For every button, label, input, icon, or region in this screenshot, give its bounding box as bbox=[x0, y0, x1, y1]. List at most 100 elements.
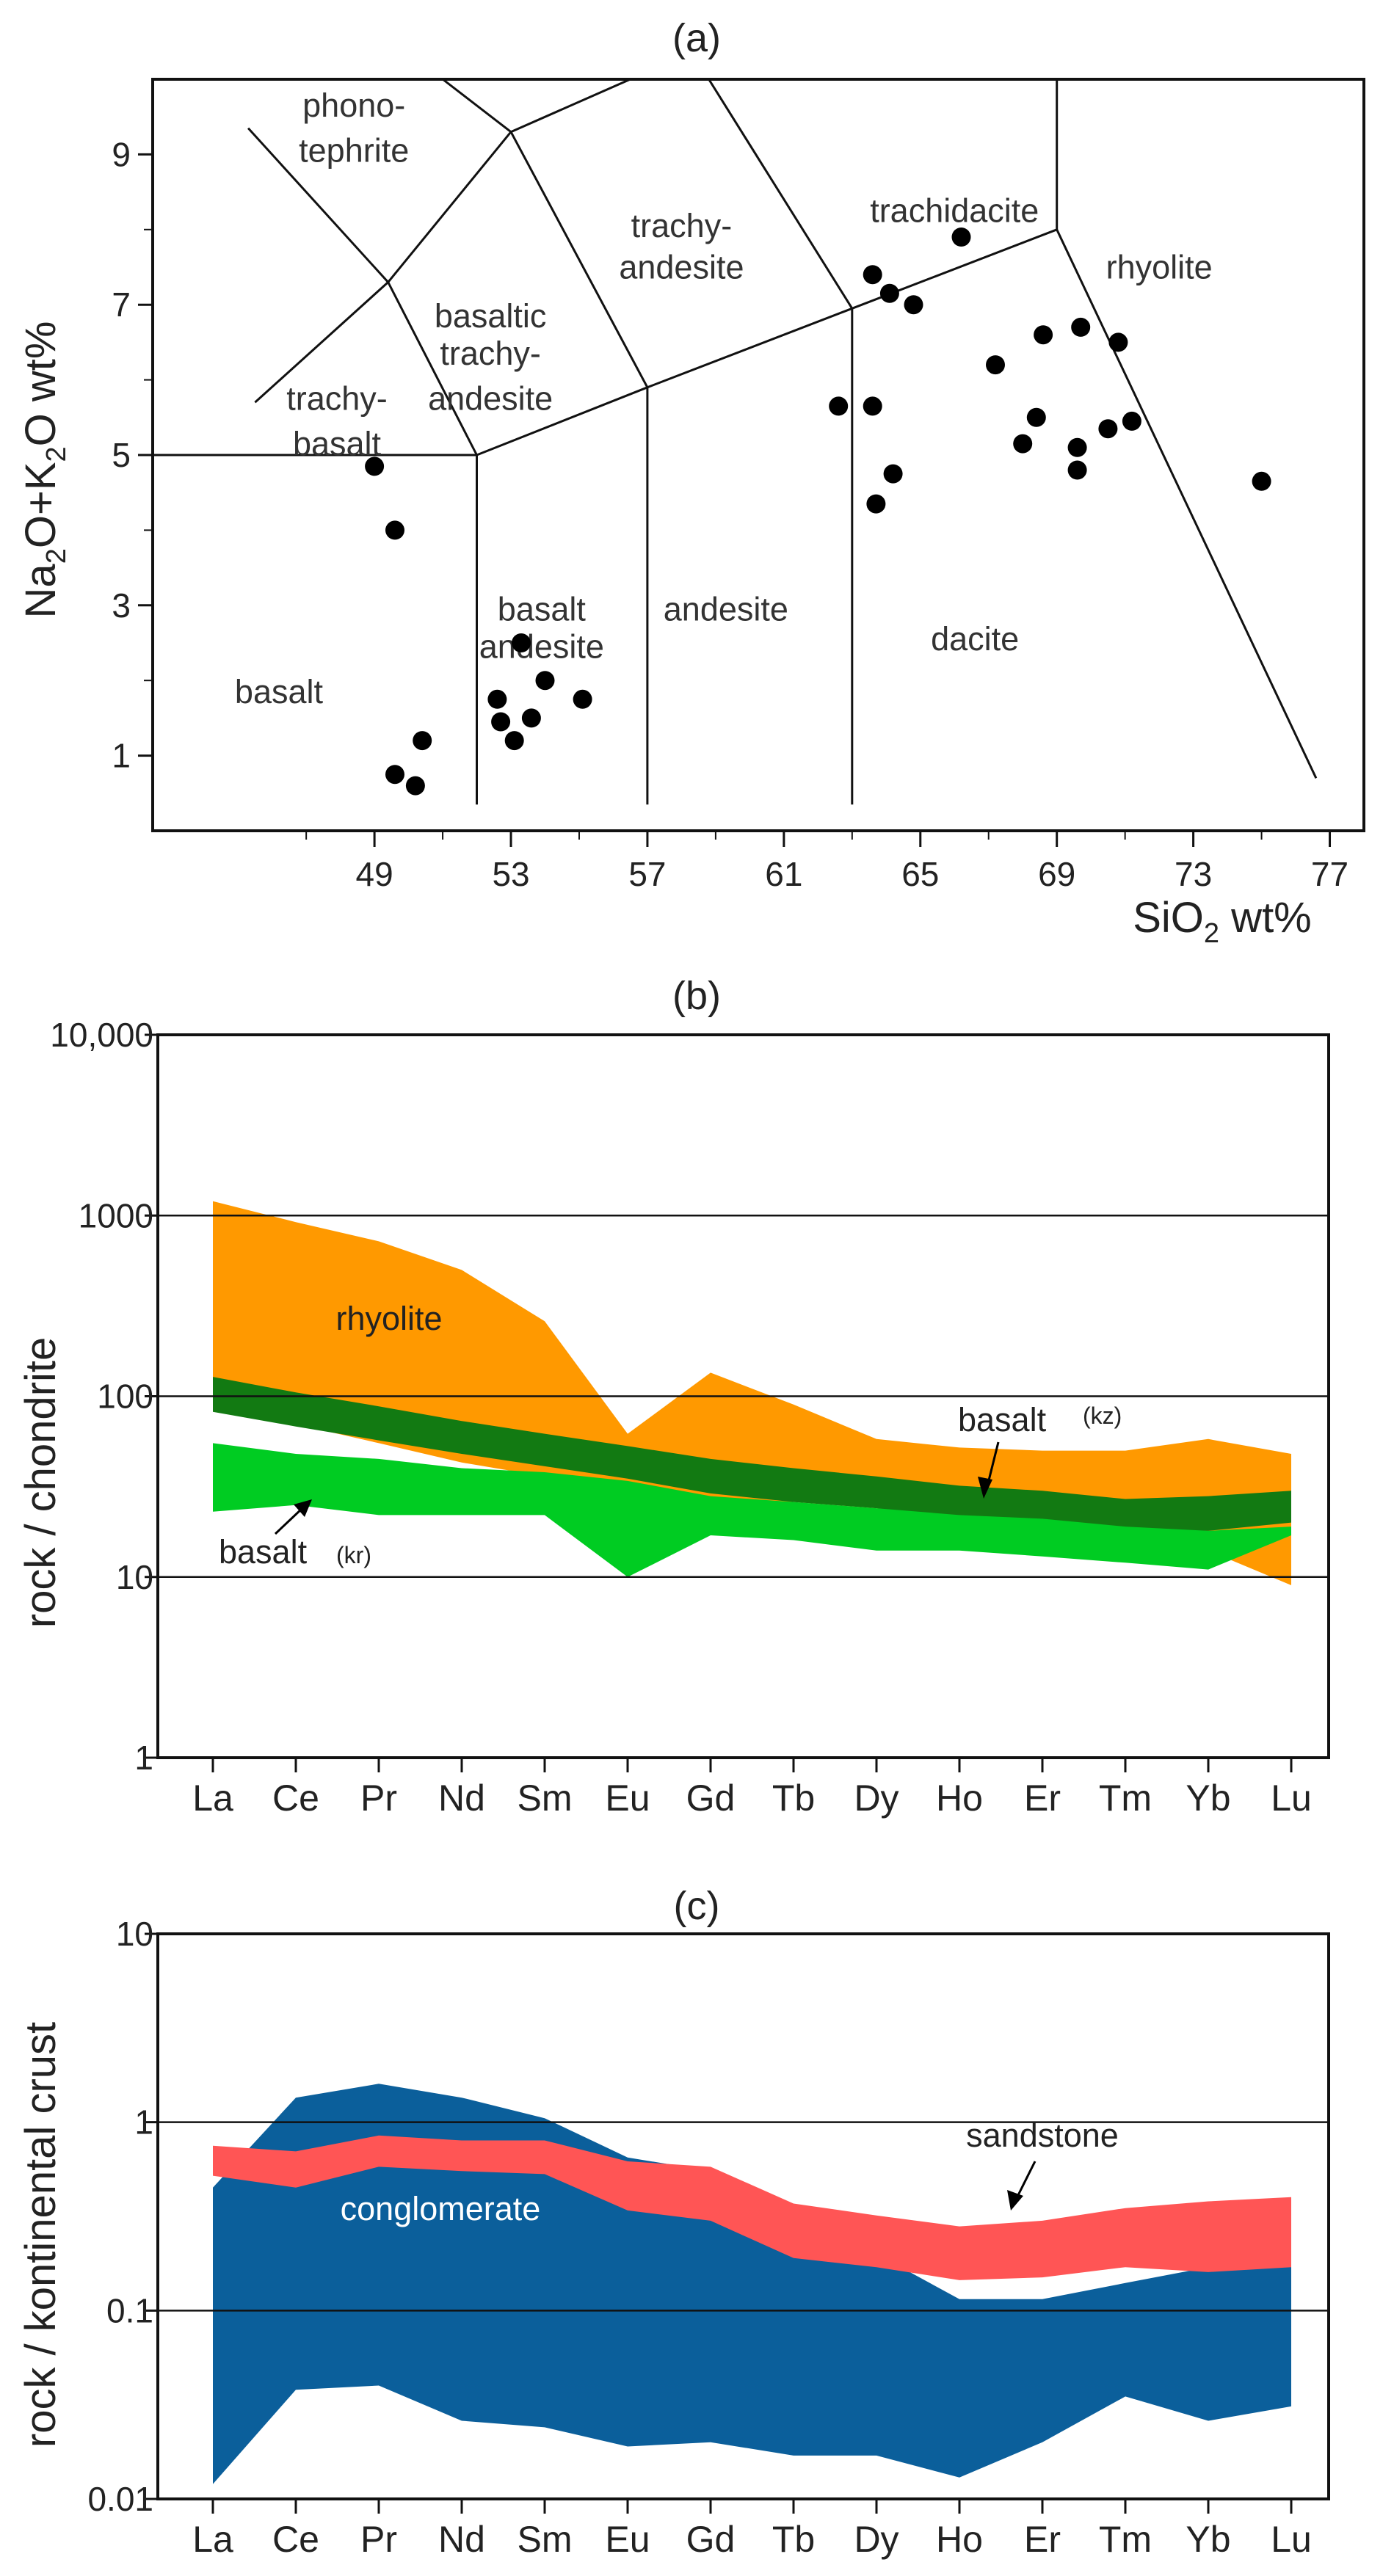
band-basalt-kz bbox=[213, 1377, 1291, 1531]
x-tick-label: 57 bbox=[628, 855, 666, 893]
label-sandstone: sandstone bbox=[966, 2117, 1119, 2154]
tas-boundary-line bbox=[387, 78, 631, 283]
y-tick-label: 1 bbox=[134, 1739, 153, 1777]
y-tick-label: 1000 bbox=[79, 1196, 153, 1234]
x-tick-label: Dy bbox=[854, 1778, 899, 1819]
tas-field-label: basalt bbox=[235, 673, 324, 710]
sample-point bbox=[487, 689, 507, 709]
tas-field-labels: phono-tephritebasaltictrachy-andesitetra… bbox=[235, 87, 1213, 710]
arrow-sandstone bbox=[1015, 2161, 1037, 2199]
tas-field-label: trachy- bbox=[631, 207, 733, 244]
x-tick-label: 77 bbox=[1311, 855, 1348, 893]
arrowhead-basalt-kz bbox=[978, 1477, 992, 1499]
sample-point bbox=[863, 396, 882, 416]
x-tick-label: Lu bbox=[1271, 1778, 1312, 1819]
sample-point bbox=[405, 776, 425, 796]
panel-c-title: (c) bbox=[674, 1884, 720, 1928]
sample-point bbox=[1026, 407, 1046, 427]
sample-point bbox=[413, 731, 432, 751]
sample-point bbox=[883, 464, 903, 484]
y-tick-label: 100 bbox=[97, 1378, 153, 1416]
arrowhead-sandstone bbox=[1007, 2190, 1023, 2211]
y-tick-label: 5 bbox=[112, 436, 131, 474]
y-tick-label: 10 bbox=[116, 1915, 153, 1953]
sample-point bbox=[1034, 325, 1053, 345]
x-tick-label: Pr bbox=[360, 2519, 397, 2560]
sample-point bbox=[879, 283, 899, 303]
x-tick-label: Eu bbox=[605, 2519, 650, 2560]
y-tick-label: 10,000 bbox=[50, 1016, 153, 1054]
label-basalt-kz: basalt bbox=[958, 1401, 1047, 1438]
panel-a-y-axis-label: Na2O+K2O wt% bbox=[17, 321, 72, 619]
tas-field-label: phono- bbox=[302, 87, 405, 124]
label-conglomerate: conglomerate bbox=[341, 2190, 541, 2227]
tas-boundary-line bbox=[442, 78, 512, 133]
x-tick-label: Eu bbox=[605, 1778, 650, 1819]
x-tick-label: 49 bbox=[356, 855, 393, 893]
x-tick-label: 69 bbox=[1038, 855, 1075, 893]
y-tick-label: 0.01 bbox=[87, 2480, 153, 2518]
sample-point bbox=[385, 520, 404, 540]
tas-field-label: andesite bbox=[664, 590, 788, 627]
y-tick-label: 9 bbox=[112, 135, 131, 173]
y-tick-label: 1 bbox=[112, 737, 131, 775]
sample-point bbox=[1122, 411, 1141, 431]
panel-b-ree-chondrite: (b) rock / chondrite 1 10 100 1000 10,000 La C… bbox=[17, 974, 1330, 1819]
panel-a-title: (a) bbox=[672, 16, 721, 60]
tas-field-label: dacite bbox=[931, 620, 1019, 658]
x-tick-label: Gd bbox=[686, 2519, 736, 2560]
x-tick-label: Yb bbox=[1186, 1778, 1230, 1819]
band-rhyolite bbox=[213, 1201, 1291, 1585]
tas-boundary-line bbox=[153, 454, 478, 805]
panel-b-plot: 1 10 100 1000 10,000 La Ce Pr Nd Sm Eu Gd Tb Dy Ho Er Tm… bbox=[50, 1016, 1330, 1819]
sample-point bbox=[521, 708, 541, 728]
x-tick-label: Tm bbox=[1099, 1778, 1152, 1819]
panel-a-tas-diagram: (a) phono-tephritebasaltictrachy-andesit… bbox=[17, 16, 1365, 949]
x-tick-label: La bbox=[192, 1778, 233, 1819]
tas-field-label: basalt bbox=[498, 590, 587, 627]
tas-field-label: andesite bbox=[479, 627, 604, 665]
x-tick-label: Ho bbox=[936, 1778, 983, 1819]
x-tick-label: Pr bbox=[360, 1778, 397, 1819]
panel-c-ree-continental-crust: (c) rock / kontinental crust 0.01 0.1 1 10 L… bbox=[17, 1884, 1330, 2560]
sample-point bbox=[365, 456, 385, 476]
x-tick-label: 53 bbox=[492, 855, 529, 893]
sample-point bbox=[1098, 419, 1118, 439]
y-tick-label: 7 bbox=[112, 285, 131, 324]
sample-point bbox=[491, 712, 511, 732]
sample-point bbox=[573, 689, 592, 709]
sample-point bbox=[1013, 434, 1033, 454]
sample-point bbox=[904, 295, 923, 315]
x-tick-label: 73 bbox=[1175, 855, 1212, 893]
x-tick-label: Nd bbox=[438, 2519, 485, 2560]
tas-field-boundaries bbox=[153, 78, 1318, 805]
sample-point bbox=[1067, 460, 1087, 480]
sample-point bbox=[863, 265, 882, 285]
y-tick-label: 1 bbox=[134, 2103, 153, 2142]
arrow-basalt-kr bbox=[274, 1507, 304, 1535]
plot-frame bbox=[156, 1932, 1330, 2500]
x-tick-label: Sm bbox=[518, 1778, 573, 1819]
sample-point bbox=[829, 396, 849, 416]
panel-b-title: (b) bbox=[672, 974, 721, 1018]
x-tick-label: Ce bbox=[272, 1778, 319, 1819]
x-tick-label: La bbox=[192, 2519, 233, 2560]
sample-point bbox=[986, 355, 1005, 375]
sample-point bbox=[385, 765, 404, 785]
x-tick-label: 61 bbox=[765, 855, 802, 893]
tas-field-label: basalt bbox=[293, 425, 382, 462]
y-tick-label: 0.1 bbox=[106, 2291, 153, 2329]
x-tick-label: Yb bbox=[1186, 2519, 1230, 2560]
x-tick-label: Er bbox=[1024, 1778, 1061, 1819]
x-tick-label: Lu bbox=[1271, 2519, 1312, 2560]
x-tick-label: Tm bbox=[1099, 2519, 1152, 2560]
panel-c-plot: 0.01 0.1 1 10 La Ce Pr Nd Sm Eu Gd Tb Dy Ho Er Tm Yb Lu co… bbox=[87, 1915, 1330, 2560]
x-tick-label: Gd bbox=[686, 1778, 736, 1819]
x-tick-label: 65 bbox=[901, 855, 939, 893]
arrowhead-basalt-kr bbox=[294, 1499, 312, 1517]
tas-boundary-line bbox=[254, 281, 389, 404]
sample-point bbox=[535, 671, 555, 691]
tas-field-label: andesite bbox=[428, 380, 553, 418]
label-basalt-kz-sub: (kz) bbox=[1083, 1402, 1122, 1429]
